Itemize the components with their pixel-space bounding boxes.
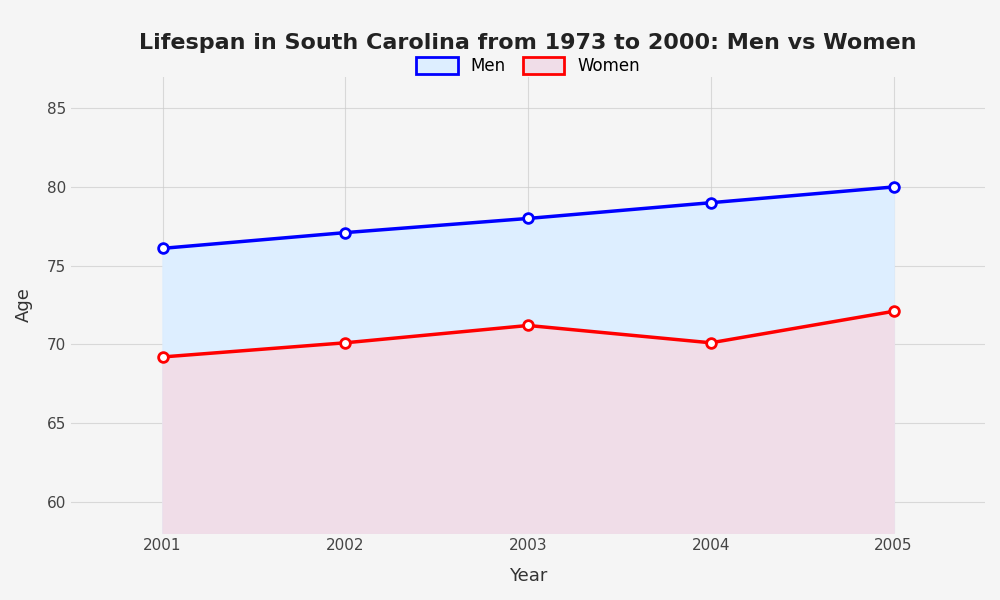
Legend: Men, Women: Men, Women bbox=[408, 49, 649, 83]
Title: Lifespan in South Carolina from 1973 to 2000: Men vs Women: Lifespan in South Carolina from 1973 to … bbox=[139, 33, 917, 53]
Y-axis label: Age: Age bbox=[15, 287, 33, 322]
X-axis label: Year: Year bbox=[509, 567, 547, 585]
